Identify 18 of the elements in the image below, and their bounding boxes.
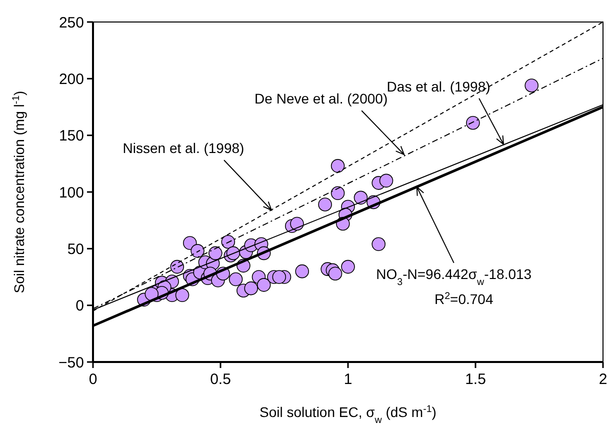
- annotation: Nissen et al. (1998): [122, 140, 244, 156]
- x-tick-label: 0.5: [210, 371, 231, 388]
- y-tick-label: 0: [76, 298, 84, 315]
- y-tick-label: 150: [58, 128, 84, 145]
- x-tick-label: 2: [598, 371, 607, 388]
- y-tick-label: 100: [58, 184, 84, 202]
- y-tick-label: 200: [58, 70, 84, 88]
- y-tick-label: −50: [58, 354, 84, 372]
- x-tick-label: 0: [88, 371, 98, 388]
- y-tick-label: 250: [58, 14, 84, 32]
- x-tick-label: 1: [344, 371, 352, 388]
- annotation: De Neve et al. (2000): [254, 90, 388, 107]
- annotation: R$^{2}$=0.704: [434, 290, 494, 307]
- x-axis-title: Soil solution EC, σ$_{w}$ (dS m$^{-1}$): [260, 404, 436, 426]
- x-tick-label: 1.5: [465, 371, 486, 388]
- y-tick-label: 50: [67, 240, 84, 258]
- annotation: NO$_{3}$-N=96.442σ$_{w}$-18.013: [376, 266, 532, 288]
- annotation: Das et al. (1998): [386, 78, 490, 94]
